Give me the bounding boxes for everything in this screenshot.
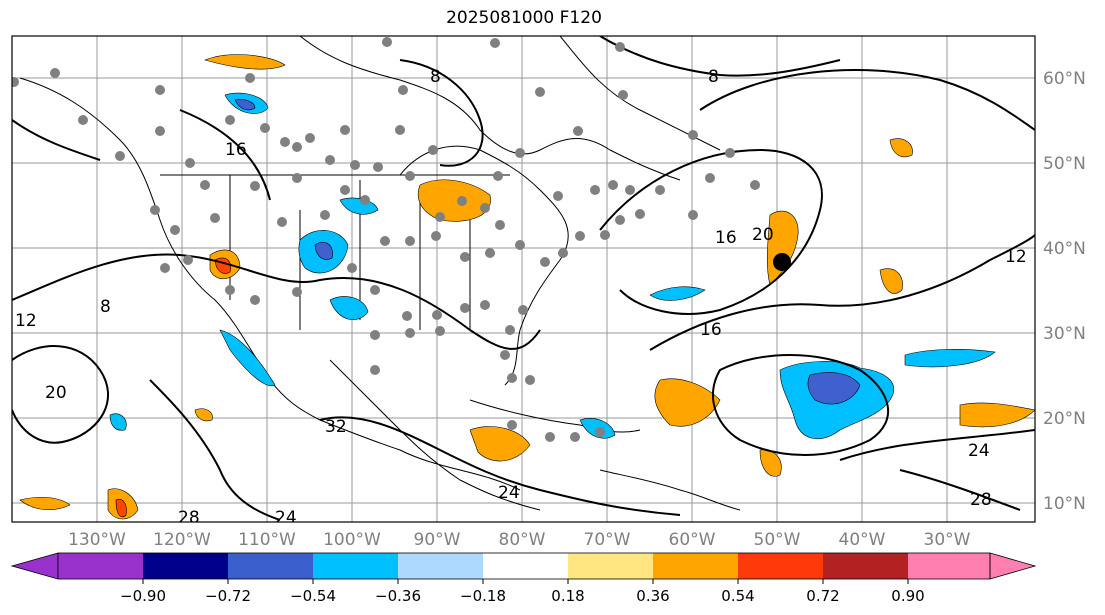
lon-label: 120°W bbox=[153, 530, 211, 550]
contour-label: 24 bbox=[498, 483, 520, 503]
lat-label: 50°N bbox=[1043, 154, 1086, 174]
lon-label: 110°W bbox=[238, 530, 296, 550]
contour-label: 16 bbox=[715, 228, 737, 248]
colorbar-segment bbox=[313, 553, 398, 579]
colorbar-segment bbox=[143, 553, 228, 579]
lon-label: 40°W bbox=[839, 530, 886, 550]
lat-label: 20°N bbox=[1043, 409, 1086, 429]
colorbar-tick-label: 0.54 bbox=[721, 587, 754, 605]
map-border bbox=[11, 35, 1036, 523]
colorbar-segment bbox=[738, 553, 823, 579]
contour-label: 28 bbox=[970, 490, 992, 510]
lon-label: 90°W bbox=[414, 530, 461, 550]
colorbar-tick-labels: −0.90 −0.72 −0.54 −0.36 −0.18 0.18 0.36 … bbox=[120, 587, 925, 605]
colorbar-segment bbox=[653, 553, 738, 579]
contour-label: 12 bbox=[1005, 247, 1027, 267]
colorbar-tick-label: −0.18 bbox=[460, 587, 506, 605]
colorbar-segment bbox=[398, 553, 483, 579]
contour-labels: 8 8 16 16 12 12 20 20 24 24 28 28 32 24 … bbox=[15, 67, 1027, 528]
contours bbox=[12, 36, 1035, 521]
station-markers bbox=[12, 37, 760, 442]
colorbar-tick-label: −0.72 bbox=[205, 587, 251, 605]
colorbar-tick-label: 0.72 bbox=[806, 587, 839, 605]
lon-label: 60°W bbox=[669, 530, 716, 550]
colorbar-tick-label: −0.90 bbox=[120, 587, 166, 605]
lon-label: 130°W bbox=[68, 530, 126, 550]
lon-label: 80°W bbox=[499, 530, 546, 550]
lat-label: 40°N bbox=[1043, 239, 1086, 259]
colorbar-tick-label: −0.36 bbox=[375, 587, 421, 605]
colorbar-segment bbox=[58, 553, 143, 579]
colorbar-under-extend bbox=[10, 552, 59, 580]
contour-label: 20 bbox=[45, 383, 67, 403]
lon-label: 30°W bbox=[924, 530, 971, 550]
contour-label: 16 bbox=[225, 140, 247, 160]
colorbar: −0.90 −0.72 −0.54 −0.36 −0.18 0.18 0.36 … bbox=[10, 552, 1037, 605]
lon-label: 50°W bbox=[754, 530, 801, 550]
colorbar-ticks bbox=[142, 579, 909, 584]
contour-label: 28 bbox=[178, 508, 200, 528]
contour-label: 24 bbox=[275, 508, 297, 528]
lon-label: 70°W bbox=[584, 530, 631, 550]
colorbar-segment bbox=[228, 553, 313, 579]
colorbar-segment bbox=[483, 553, 568, 579]
colorbar-tick-label: −0.54 bbox=[290, 587, 336, 605]
colorbar-segment bbox=[568, 553, 653, 579]
contour-label: 24 bbox=[968, 441, 990, 461]
colorbar-tick-label: 0.36 bbox=[636, 587, 669, 605]
colorbar-segment bbox=[908, 553, 990, 579]
contour-label: 8 bbox=[708, 67, 719, 87]
contour-label: 16 bbox=[700, 320, 722, 340]
colorbar-tick-label: 0.18 bbox=[551, 587, 584, 605]
shaded-anomalies bbox=[19, 54, 1035, 520]
latitude-labels: 60°N 50°N 40°N 30°N 20°N 10°N bbox=[1043, 69, 1086, 514]
colorbar-frame bbox=[57, 552, 991, 580]
map-layers: 8 8 16 16 12 12 20 20 24 24 28 28 32 24 … bbox=[12, 36, 1035, 528]
coastlines bbox=[19, 36, 741, 511]
location-marker bbox=[773, 253, 791, 271]
contour-label: 8 bbox=[100, 297, 111, 317]
map-title: 2025081000 F120 bbox=[446, 8, 602, 28]
contour-label: 20 bbox=[752, 225, 774, 245]
longitude-labels: 130°W 120°W 110°W 100°W 90°W 80°W 70°W 6… bbox=[68, 530, 971, 550]
contour-label: 12 bbox=[15, 311, 37, 331]
contour-label: 32 bbox=[325, 417, 347, 437]
lon-label: 100°W bbox=[323, 530, 381, 550]
colorbar-over-extend bbox=[989, 552, 1037, 580]
colorbar-segment bbox=[823, 553, 908, 579]
colorbar-tick-label: 0.90 bbox=[891, 587, 924, 605]
contour-label: 8 bbox=[430, 67, 441, 87]
lat-label: 10°N bbox=[1043, 494, 1086, 514]
lat-label: 30°N bbox=[1043, 324, 1086, 344]
lat-label: 60°N bbox=[1043, 69, 1086, 89]
